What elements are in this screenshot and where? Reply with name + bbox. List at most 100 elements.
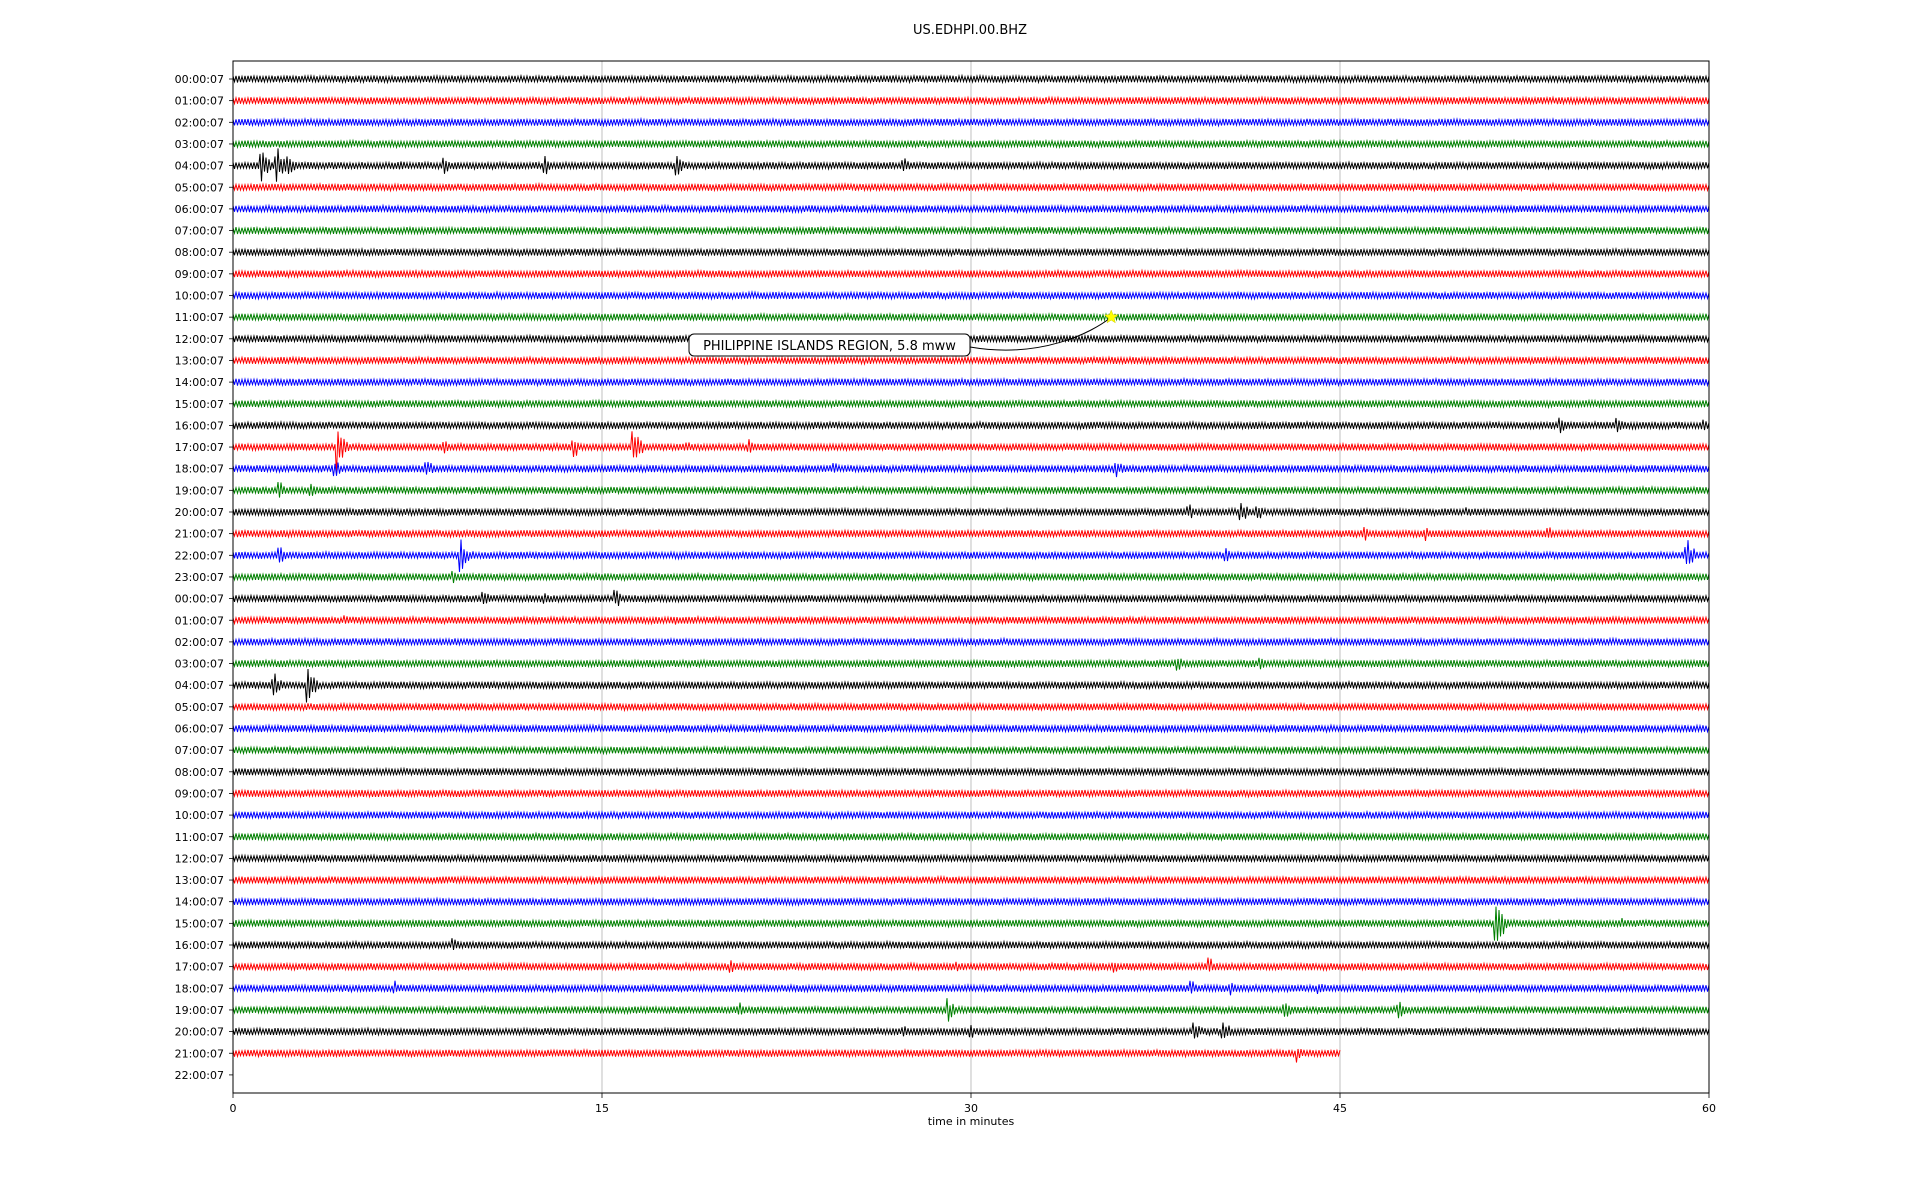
y-tick-label: 16:00:07 — [175, 939, 224, 952]
trace-line — [232, 138, 1710, 150]
y-tick-label: 21:00:07 — [175, 528, 224, 541]
y-tick-label: 11:00:07 — [175, 311, 224, 324]
trace-line — [232, 614, 1710, 626]
trace-line — [232, 95, 1710, 106]
trace-line — [232, 998, 1710, 1022]
x-tick-label: 0 — [230, 1102, 237, 1115]
trace-line — [232, 539, 1710, 572]
trace-line — [232, 73, 1710, 85]
y-tick-label: 16:00:07 — [175, 419, 224, 432]
y-tick-label: 10:00:07 — [175, 290, 224, 303]
trace-line — [232, 203, 1710, 215]
event-connector — [969, 316, 1112, 351]
trace-line — [232, 636, 1710, 648]
y-tick-label: 11:00:07 — [175, 831, 224, 844]
y-tick-label: 05:00:07 — [175, 701, 224, 714]
chart-title: US.EDHPI.00.BHZ — [913, 23, 1027, 38]
event-marker-icon — [1103, 309, 1119, 324]
y-tick-label: 00:00:07 — [175, 593, 224, 606]
event-annotation: PHILIPPINE ISLANDS REGION, 5.8 mww — [688, 309, 1119, 357]
trace-line — [232, 355, 1710, 366]
y-tick-label: 04:00:07 — [175, 679, 224, 692]
trace-line — [232, 1022, 1710, 1039]
trace-line — [232, 376, 1710, 388]
trace-line — [232, 896, 1710, 907]
trace-line — [232, 268, 1710, 279]
y-tick-label: 17:00:07 — [175, 961, 224, 974]
y-tick-label: 02:00:07 — [175, 116, 224, 129]
y-tick-label: 22:00:07 — [175, 549, 224, 562]
y-axis-time-labels: 00:00:07 01:00:07 02:00:07 03:00:07 04:00:07… — [175, 73, 233, 1082]
y-tick-label: 17:00:07 — [175, 441, 224, 454]
y-tick-label: 15:00:07 — [175, 398, 224, 411]
trace-line — [232, 788, 1710, 799]
y-tick-label: 22:00:07 — [175, 1069, 224, 1082]
y-tick-label: 04:00:07 — [175, 160, 224, 173]
trace-line — [232, 290, 1710, 301]
y-tick-label: 01:00:07 — [175, 614, 224, 627]
trace-line — [232, 181, 1710, 193]
y-tick-label: 08:00:07 — [175, 246, 224, 259]
y-tick-label: 21:00:07 — [175, 1047, 224, 1060]
y-tick-label: 13:00:07 — [175, 354, 224, 367]
trace-line — [232, 225, 1710, 236]
y-tick-label: 01:00:07 — [175, 95, 224, 108]
y-tick-label: 14:00:07 — [175, 896, 224, 909]
y-tick-label: 09:00:07 — [175, 268, 224, 281]
trace-line — [232, 980, 1710, 996]
y-tick-label: 07:00:07 — [175, 225, 224, 238]
vertical-gridlines — [601, 61, 1341, 1093]
y-tick-label: 06:00:07 — [175, 203, 224, 216]
trace-line — [232, 148, 1710, 182]
trace-line — [232, 570, 1710, 584]
trace-line — [232, 831, 1710, 843]
y-tick-label: 13:00:07 — [175, 874, 224, 887]
y-tick-label: 23:00:07 — [175, 571, 224, 584]
y-tick-label: 08:00:07 — [175, 766, 224, 779]
y-tick-label: 15:00:07 — [175, 917, 224, 930]
y-tick-label: 03:00:07 — [175, 658, 224, 671]
seismogram-traces — [232, 73, 1710, 1063]
trace-line — [232, 874, 1710, 886]
trace-line — [232, 431, 1710, 475]
y-tick-label: 02:00:07 — [175, 636, 224, 649]
y-tick-label: 05:00:07 — [175, 181, 224, 194]
trace-line — [232, 311, 1710, 323]
x-tick-label: 45 — [1333, 1102, 1347, 1115]
y-tick-label: 07:00:07 — [175, 744, 224, 757]
x-tick-label: 60 — [1702, 1102, 1716, 1115]
trace-line — [232, 906, 1710, 941]
trace-line — [232, 527, 1710, 541]
trace-line — [232, 417, 1710, 434]
trace-line — [232, 589, 1710, 607]
y-tick-label: 06:00:07 — [175, 723, 224, 736]
trace-line — [232, 723, 1710, 734]
y-tick-label: 14:00:07 — [175, 376, 224, 389]
x-tick-label: 15 — [595, 1102, 609, 1115]
y-tick-label: 18:00:07 — [175, 463, 224, 476]
trace-line — [232, 766, 1710, 778]
event-label-box — [688, 333, 971, 357]
trace-line — [232, 502, 1710, 521]
y-tick-label: 18:00:07 — [175, 982, 224, 995]
trace-line — [232, 809, 1710, 821]
trace-line — [232, 482, 1710, 498]
x-axis-ticks: 0 15 30 45 60 — [230, 1093, 1716, 1115]
event-label: PHILIPPINE ISLANDS REGION, 5.8 mww — [703, 339, 956, 354]
trace-line — [232, 938, 1710, 951]
y-tick-label: 19:00:07 — [175, 1004, 224, 1017]
trace-line — [232, 657, 1710, 671]
y-tick-label: 12:00:07 — [175, 333, 224, 346]
trace-line — [232, 744, 1710, 756]
trace-line — [232, 461, 1710, 478]
x-tick-label: 30 — [964, 1102, 978, 1115]
trace-line — [232, 1047, 1341, 1063]
trace-line — [232, 957, 1710, 973]
y-tick-label: 03:00:07 — [175, 138, 224, 151]
y-tick-label: 12:00:07 — [175, 852, 224, 865]
trace-line — [232, 853, 1710, 864]
y-tick-label: 00:00:07 — [175, 73, 224, 86]
y-tick-label: 20:00:07 — [175, 1026, 224, 1039]
trace-line — [232, 116, 1710, 128]
